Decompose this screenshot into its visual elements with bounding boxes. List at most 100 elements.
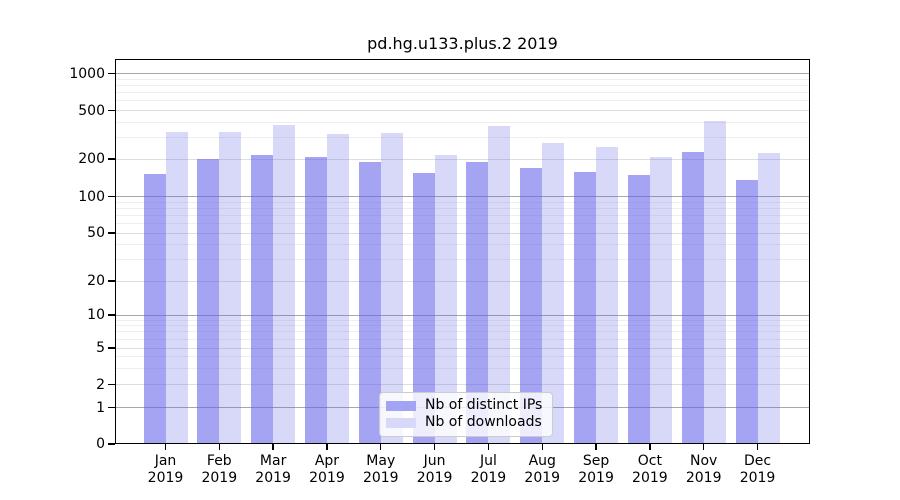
x-tick-mark [326, 444, 328, 450]
x-tick-mark [487, 444, 490, 450]
x-tick-year: 2019 [309, 470, 345, 486]
y-tick-label: 1 [96, 399, 105, 416]
x-tick-month: Aug [528, 453, 556, 469]
y-tick-mark [108, 72, 115, 75]
y-gridline-minor [115, 222, 810, 224]
bar-downloads [757, 153, 780, 444]
bar-downloads [703, 121, 726, 444]
x-tick-label: Jan 2019 [130, 453, 202, 487]
x-tick-month: Sep [582, 453, 610, 469]
x-tick-year: 2019 [524, 470, 561, 486]
y-tick-label: 1000 [69, 65, 105, 82]
x-tick-month: Dec [743, 453, 772, 469]
y-gridline-minor [115, 121, 810, 123]
bar-downloads [219, 132, 242, 444]
plot-area [115, 59, 810, 444]
x-tick-label: Apr 2019 [291, 453, 363, 487]
bar-downloads [488, 126, 511, 444]
y-gridline-minor [115, 319, 810, 321]
x-tick-month: Feb [206, 453, 232, 469]
y-gridline [115, 110, 810, 111]
legend-label-downloads: Nb of downloads [425, 414, 542, 430]
y-gridline-minor [115, 92, 810, 94]
bar-downloads [326, 133, 349, 444]
y-tick-mark [108, 195, 115, 198]
x-tick-label: Oct 2019 [614, 453, 686, 487]
x-tick-month: May [366, 453, 396, 469]
y-tick-mark [108, 347, 115, 349]
y-tick-mark [108, 406, 115, 409]
x-tick-month: Apr [314, 453, 340, 469]
bar-downloads [165, 132, 188, 444]
x-tick-month: Jan [154, 453, 177, 469]
y-gridline-minor [115, 214, 810, 216]
x-tick-label: Mar 2019 [237, 453, 309, 487]
chart-title: pd.hg.u133.plus.2 2019 [367, 34, 558, 53]
x-tick-month: Nov [690, 453, 718, 469]
x-tick-mark [541, 444, 543, 450]
y-gridline-minor [115, 78, 810, 80]
legend-swatch-downloads [386, 417, 416, 428]
x-tick-year: 2019 [416, 470, 453, 486]
y-gridline-minor [115, 325, 810, 327]
y-gridline-minor [115, 259, 810, 261]
bar-downloads [380, 132, 403, 444]
y-tick-label: 2 [96, 376, 105, 393]
y-gridline-minor [115, 244, 810, 246]
x-tick-label: Dec 2019 [722, 453, 794, 487]
x-tick-label: Jul 2019 [452, 453, 524, 487]
legend: Nb of distinct IPs Nb of downloads [379, 392, 554, 437]
bar-distinct-ips [520, 167, 543, 444]
y-gridline-major [115, 314, 810, 316]
y-gridline-minor [115, 100, 810, 102]
bar-downloads [542, 143, 565, 444]
bar-distinct-ips [681, 152, 704, 444]
y-tick-label: 200 [78, 151, 105, 167]
x-tick-year: 2019 [632, 470, 668, 486]
legend-label-distinct-ips: Nb of distinct IPs [425, 397, 543, 413]
x-tick-month: Jul [479, 453, 497, 469]
y-gridline-major [115, 196, 810, 197]
y-gridline-minor [115, 84, 810, 86]
x-tick-year: 2019 [470, 470, 507, 486]
y-gridline-minor [115, 331, 810, 333]
x-tick-mark [703, 444, 705, 450]
y-gridline-minor [115, 207, 810, 209]
y-tick-label: 10 [87, 307, 105, 323]
legend-swatch-distinct-ips [386, 400, 416, 411]
y-tick-label: 5 [96, 340, 105, 356]
legend-item-distinct-ips: Nb of distinct IPs [386, 397, 542, 414]
y-gridline [115, 280, 810, 282]
x-tick-label: Sep 2019 [560, 453, 632, 487]
x-tick-mark [756, 444, 759, 450]
x-tick-mark [380, 444, 382, 450]
x-tick-label: Nov 2019 [668, 453, 740, 487]
legend-item-downloads: Nb of downloads [386, 414, 542, 431]
y-tick-mark [108, 383, 115, 386]
y-tick-label: 0 [96, 436, 105, 452]
y-tick-mark [108, 314, 115, 316]
x-tick-mark [164, 444, 167, 450]
bar-distinct-ips [143, 173, 166, 444]
x-tick-year: 2019 [255, 470, 291, 486]
y-gridline-minor [115, 338, 810, 340]
bar-downloads [434, 155, 457, 444]
x-tick-label: May 2019 [345, 453, 417, 487]
x-tick-mark [433, 444, 436, 450]
y-tick-label: 100 [78, 188, 105, 205]
y-gridline [115, 384, 810, 385]
y-tick-label: 50 [87, 225, 105, 241]
y-tick-mark [108, 443, 115, 445]
y-gridline [115, 232, 810, 234]
bar-distinct-ips [304, 157, 327, 444]
bar-downloads [273, 125, 296, 444]
y-gridline [115, 158, 810, 160]
bar-downloads [596, 147, 619, 444]
x-tick-month: Jun [423, 453, 446, 469]
x-tick-label: Feb 2019 [183, 453, 255, 487]
x-tick-mark [272, 444, 274, 450]
y-gridline-minor [115, 367, 810, 369]
bar-distinct-ips [466, 161, 489, 444]
x-tick-label: Aug 2019 [506, 453, 578, 487]
